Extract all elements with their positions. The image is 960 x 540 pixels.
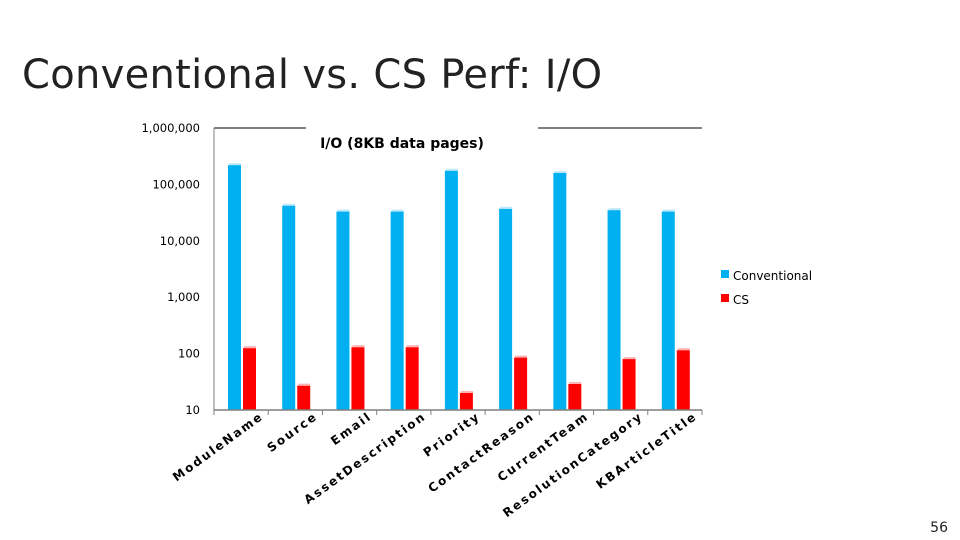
legend-swatch xyxy=(721,294,729,302)
bar-conventional xyxy=(390,211,404,410)
bar-top-highlight-conventional xyxy=(500,206,513,209)
x-category-label: KBArticleTitle xyxy=(594,409,700,492)
bar-cs xyxy=(351,347,365,410)
y-tick-label: 1,000 xyxy=(167,290,200,304)
y-tick-label: 100 xyxy=(178,347,200,361)
bar-conventional xyxy=(336,211,350,410)
slide-number: 56 xyxy=(930,520,948,536)
axes xyxy=(213,128,703,415)
bar-cs xyxy=(514,357,528,410)
chart-title: I/O (8KB data pages) xyxy=(320,136,484,152)
legend: Conventional CS xyxy=(721,269,812,307)
x-category-label: Source xyxy=(265,409,321,455)
bar-top-highlight-conventional xyxy=(662,209,675,212)
chart-title-background xyxy=(306,122,538,158)
bar-cs xyxy=(243,348,256,410)
chart-title-group: I/O (8KB data pages) xyxy=(306,122,538,158)
bar-top-highlight-cs xyxy=(677,348,690,351)
slide-title: Conventional vs. CS Perf: I/O xyxy=(22,52,603,98)
bar-top-highlight-conventional xyxy=(554,170,567,173)
bar-top-highlight-cs xyxy=(460,391,473,394)
y-tick-labels: 10 100 1,000 10,000 100,000 1,000,000 xyxy=(141,121,200,417)
bar-conventional xyxy=(282,205,296,410)
bar-top-highlight-cs xyxy=(515,355,528,358)
bar-cs xyxy=(297,385,311,410)
x-category-label: Email xyxy=(328,409,374,448)
bar-top-highlight-cs xyxy=(406,345,419,348)
bar-top-highlight-cs xyxy=(298,383,311,386)
y-tick-label: 10,000 xyxy=(160,234,200,248)
bar-top-highlight-conventional xyxy=(608,208,621,211)
bar-top-highlight-conventional xyxy=(337,209,350,212)
bar-top-highlight-conventional xyxy=(445,168,458,171)
bar-conventional xyxy=(499,208,513,410)
y-tick-label: 1,000,000 xyxy=(141,121,200,135)
bar-conventional xyxy=(661,211,675,410)
bar-conventional xyxy=(553,172,567,410)
y-tick-label: 10 xyxy=(185,403,200,417)
legend-label: Conventional xyxy=(733,269,812,283)
bar-top-highlight-cs xyxy=(623,357,636,360)
bar-cs xyxy=(459,393,473,410)
bar-conventional xyxy=(607,210,621,410)
legend-swatch xyxy=(721,270,729,278)
bar-cs xyxy=(405,347,419,410)
bar-top-highlight-cs xyxy=(352,345,365,348)
legend-label: CS xyxy=(733,293,749,307)
y-tick-label: 100,000 xyxy=(152,177,200,191)
bar-top-highlight-conventional xyxy=(391,209,404,212)
bar-top-highlight-cs xyxy=(569,381,582,384)
bar-cs xyxy=(568,383,582,410)
bar-top-highlight-conventional xyxy=(229,163,241,166)
bar-conventional xyxy=(444,170,458,410)
bars xyxy=(228,163,690,410)
bar-top-highlight-cs xyxy=(244,346,256,349)
x-category-label: ModuleName xyxy=(170,409,266,484)
bar-top-highlight-conventional xyxy=(283,203,296,206)
bar-cs xyxy=(622,359,636,410)
bar-conventional xyxy=(228,165,241,410)
x-category-label: ContactReason xyxy=(426,409,538,495)
x-category-label: CurrentTeam xyxy=(495,409,591,484)
bar-cs xyxy=(676,350,690,410)
